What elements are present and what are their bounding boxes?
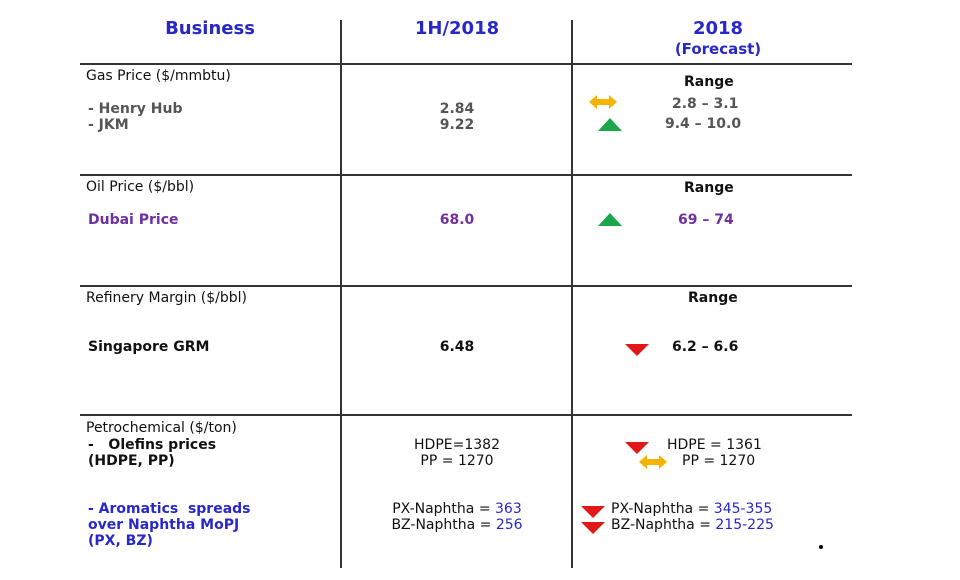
trend-icon [622,438,652,456]
forecast-value: 6.2 – 6.6 [672,339,739,355]
row-divider [80,285,852,287]
range-label: Range [684,74,734,90]
row-name: (HDPE, PP) [88,453,175,469]
row-name: Singapore GRM [88,339,210,355]
spread-value: 363 [495,501,522,517]
section-title: Gas Price ($/mmbtu) [86,68,231,84]
actual-value: 2.84 [439,101,475,117]
trend-icon [622,340,652,358]
trend-shape [625,344,649,356]
trend-arrow [598,118,622,131]
row-divider [80,414,852,416]
forecast-value: 69 – 74 [678,212,734,228]
trend-icon [595,210,625,228]
row-name: - JKM [88,117,129,133]
actual-value: 6.48 [439,339,475,355]
trend-shape [639,455,667,469]
dot [819,545,823,549]
trend-icon [638,453,668,471]
trend-shape [589,95,617,109]
header-cell: 2018 [692,18,744,39]
spread-label: BZ-Naphtha = [391,517,496,533]
trend-arrow [625,344,649,356]
range-label: Range [684,180,734,196]
spread-value: 215-225 [715,517,774,533]
forecast-value: PX-Naphtha = 345-355 [611,501,772,517]
row-divider [80,63,852,65]
spread-label: BZ-Naphtha = [611,517,716,533]
row-name: (PX, BZ) [88,533,153,549]
trend-icon [578,518,608,536]
section-title: Refinery Margin ($/bbl) [86,290,247,306]
forecast-value: PP = 1270 [682,453,756,469]
spread-label: PX-Naphtha = [611,501,714,517]
trend-shape [581,522,605,534]
trend-arrow [598,213,622,226]
row-name: - Henry Hub [88,101,183,117]
trend-arrow [639,455,667,469]
trend-arrow [589,95,617,109]
spread-value: 345-355 [713,501,773,517]
header-note: (Forecast) [674,40,762,58]
actual-value: 68.0 [439,212,475,228]
trend-shape [625,442,649,454]
trend-arrow [581,522,605,534]
actual-value: PX-Naphtha = 363 [342,501,572,517]
spread-value: 256 [495,517,523,533]
forecast-value: 2.8 – 3.1 [672,96,739,112]
row-name: over Naphtha MoPJ [88,517,240,533]
actual-value: BZ-Naphtha = 256 [342,517,572,533]
trend-icon [578,502,608,520]
row-name: Dubai Price [88,212,179,228]
row-name: - Aromatics spreads [88,501,251,517]
actual-value: HDPE=1382 [414,437,500,453]
section-title: Oil Price ($/bbl) [86,179,195,195]
trend-arrow [581,506,605,518]
forecast-value: 9.4 – 10.0 [665,116,742,132]
trend-icon [588,93,618,111]
spread-label: PX-Naphtha = [392,501,496,517]
column-divider [571,20,573,568]
row-divider [80,174,852,176]
forecast-value: BZ-Naphtha = 215-225 [611,517,774,533]
actual-value: PP = 1270 [420,453,494,469]
header-cell: 1H/2018 [414,18,500,39]
trend-icon [595,115,625,133]
trend-shape [581,506,605,518]
column-divider [340,20,342,568]
actual-value: 9.22 [439,117,475,133]
row-name: - Olefins prices [88,437,217,453]
trend-shape [598,118,622,131]
trend-arrow [625,442,649,454]
forecast-value: HDPE = 1361 [667,437,762,453]
trend-shape [598,213,622,226]
header-cell: Business [165,18,255,39]
range-label: Range [688,290,738,306]
section-title: Petrochemical ($/ton) [86,420,237,436]
